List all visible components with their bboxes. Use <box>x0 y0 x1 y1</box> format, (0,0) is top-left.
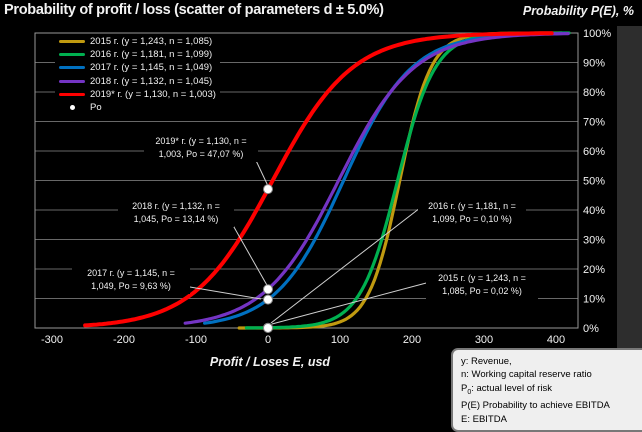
x-tick-label-300: 300 <box>475 334 493 346</box>
annotation-2016-line2: 1,099, Po = 0,10 %) <box>432 214 512 224</box>
y-tick-label-20%: 20% <box>583 264 605 276</box>
annotation-2015: 2015 г. (y = 1,243, n = 1,085, Po = 0,02 … <box>426 271 538 299</box>
info-box-line-4: P(E) Probability to achieve EBITDA <box>461 400 610 412</box>
legend-label-2019: 2019* г. (y = 1,130, n = 1,003) <box>90 88 216 100</box>
legend-swatch-2015 <box>59 40 85 44</box>
info-box-line-2: n: Working capital reserve ratio <box>461 369 592 381</box>
y-tick-label-60%: 60% <box>583 146 605 158</box>
y-axis-title: Probability P(E), % <box>522 4 634 18</box>
po-dot-2019* <box>263 184 273 195</box>
legend-item-2016: 2016 г. (y = 1,181, n = 1,099) <box>59 48 216 61</box>
annotation-2018: 2018 г. (y = 1,132, n = 1,045, Po = 13,14… <box>118 199 234 227</box>
po-dot-icon <box>70 105 75 111</box>
annotation-2017-line1: 2017 г. (y = 1,145, n = <box>87 268 175 278</box>
po-dot-2017 <box>263 294 273 305</box>
legend-item-2017: 2017 г. (y = 1,145, n = 1,049) <box>59 61 216 74</box>
x-tick-label--200: -200 <box>113 334 135 346</box>
info-box-line-5: E: EBITDA <box>461 413 507 425</box>
x-tick-label-400: 400 <box>547 334 565 346</box>
po-dot-2018 <box>263 284 273 295</box>
y-tick-label-50%: 50% <box>583 176 605 188</box>
y-tick-label-70%: 70% <box>583 117 605 129</box>
annotation-2016-line1: 2016 г. (y = 1,181, n = <box>428 201 516 211</box>
legend-swatch-2018 <box>59 79 85 83</box>
leader-line-2017 <box>183 285 262 300</box>
info-box-line-3: P0: actual level of risk <box>461 382 553 396</box>
chart-title: Probability of profit / loss (scatter of… <box>4 2 384 18</box>
annotation-2018-line2: 1,045, Po = 13,14 %) <box>133 214 219 224</box>
annotation-2019: 2019* г. (y = 1,130, n = 1,003, Po = 47,0… <box>144 134 258 162</box>
x-tick-label--300: -300 <box>41 334 63 346</box>
annotation-2016: 2016 г. (y = 1,181, n = 1,099, Po = 0,10 … <box>418 199 526 227</box>
legend-swatch-2016 <box>59 53 85 57</box>
legend-label-po: Po <box>90 102 102 114</box>
y-tick-label-40%: 40% <box>583 205 605 217</box>
legend-item-po: Po <box>59 101 216 114</box>
y-tick-label-0%: 0% <box>583 323 599 335</box>
y-tick-label-30%: 30% <box>583 235 605 247</box>
annotation-2019-line1: 2019* г. (y = 1,130, n = <box>155 136 247 146</box>
legend-label-2017: 2017 г. (y = 1,145, n = 1,049) <box>90 62 213 74</box>
annotation-2015-line1: 2015 г. (y = 1,243, n = <box>438 273 526 283</box>
annotation-2017-line2: 1,049, Po = 9,63 %) <box>91 281 171 291</box>
legend-label-2016: 2016 г. (y = 1,181, n = 1,099) <box>90 49 213 61</box>
annotation-2017: 2017 г. (y = 1,145, n = 1,049, Po = 9,63 … <box>72 266 190 294</box>
y-tick-label-10%: 10% <box>583 294 605 306</box>
y-tick-label-100%: 100% <box>583 28 611 40</box>
legend-item-2015: 2015 г. (y = 1,243, n = 1,085) <box>59 35 216 48</box>
x-tick-label-200: 200 <box>403 334 421 346</box>
leader-line-2015 <box>271 281 431 325</box>
y-tick-label-90%: 90% <box>583 58 605 70</box>
curve-2018 <box>183 31 570 325</box>
legend-swatch-2019 <box>59 92 85 96</box>
x-axis-title: Profit / Loses E, usd <box>209 355 331 369</box>
legend-label-2015: 2015 г. (y = 1,243, n = 1,085) <box>90 36 213 48</box>
curve-2019 <box>83 31 554 328</box>
leader-line-2016 <box>270 207 421 324</box>
x-tick-label--100: -100 <box>185 334 207 346</box>
legend-item-2018: 2018 г. (y = 1,132, n = 1,045) <box>59 75 216 88</box>
x-tick-label-0: 0 <box>265 334 271 346</box>
y-tick-label-80%: 80% <box>583 87 605 99</box>
info-box-line-1: y: Revenue, <box>461 356 512 367</box>
info-box: y: Revenue, n: Working capital reserve ra… <box>451 348 642 432</box>
annotation-2019-line2: 1,003, Po = 47,07 %) <box>158 149 244 159</box>
legend: 2015 г. (y = 1,243, n = 1,085) 2016 г. (y… <box>55 34 220 116</box>
legend-item-2019: 2019* г. (y = 1,130, n = 1,003) <box>59 88 216 101</box>
x-tick-label-100: 100 <box>331 334 349 346</box>
legend-swatch-2017 <box>59 66 85 70</box>
legend-label-2018: 2018 г. (y = 1,132, n = 1,045) <box>90 75 213 87</box>
annotation-2018-line1: 2018 г. (y = 1,132, n = <box>132 201 220 211</box>
annotation-2015-line2: 1,085, Po = 0,02 %) <box>442 286 522 296</box>
po-dot-2015 <box>263 322 273 333</box>
